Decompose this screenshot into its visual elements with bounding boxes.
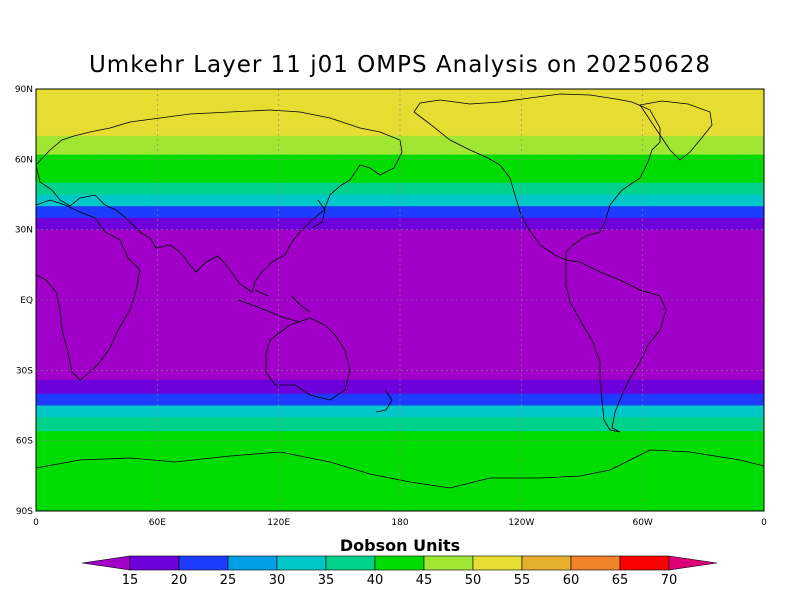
colorbar-label: 20 xyxy=(171,573,188,588)
contour-band xyxy=(36,405,764,418)
contour-band xyxy=(36,452,764,511)
colorbar-label: 50 xyxy=(465,573,482,588)
lon-tick-label: 60E xyxy=(149,518,166,528)
coastline-greenland xyxy=(639,100,713,161)
map-frame xyxy=(35,88,765,512)
lon-tick-label: 60W xyxy=(632,518,652,528)
contour-band xyxy=(36,171,764,184)
latitude-tick-labels: 90N 60N 30N EQ 30S 60S 90S xyxy=(15,85,33,517)
colorbar-label: 55 xyxy=(514,573,531,588)
coastline-north-america xyxy=(413,93,661,261)
lon-tick-label: 120W xyxy=(508,518,534,528)
lon-tick-label: 0 xyxy=(761,518,767,528)
colorbar-box xyxy=(472,555,523,571)
contour-band xyxy=(36,229,764,367)
colorbar-label: 45 xyxy=(416,573,433,588)
lon-tick-label: 180 xyxy=(391,518,408,528)
colorbar-boxes xyxy=(81,555,718,571)
lat-tick-label: 90S xyxy=(16,507,33,517)
colorbar-title: Dobson Units xyxy=(339,536,461,555)
lat-tick-label: 60N xyxy=(15,155,33,165)
colorbar-label: 65 xyxy=(612,573,629,588)
colorbar-label: 15 xyxy=(122,573,139,588)
lat-tick-label: EQ xyxy=(20,296,33,306)
coastline-new-zealand xyxy=(375,389,393,413)
coastline-australia xyxy=(265,317,351,401)
colorbar-labels: 15 20 25 30 35 40 45 50 55 60 65 70 xyxy=(122,573,678,588)
contour-band xyxy=(36,154,764,172)
colorbar-label: 35 xyxy=(318,573,335,588)
colorbar-box xyxy=(325,555,376,571)
colorbar-low-arrow xyxy=(81,555,131,571)
contour-band xyxy=(36,379,764,395)
coastlines xyxy=(36,93,764,489)
colorbar-box xyxy=(276,555,327,571)
colorbar-box xyxy=(521,555,572,571)
colorbar-label: 70 xyxy=(661,573,678,588)
colorbar-label: 25 xyxy=(220,573,237,588)
lon-tick-label: 120E xyxy=(267,518,290,528)
colorbar-label: 40 xyxy=(367,573,384,588)
contour-band xyxy=(36,431,764,453)
lat-tick-label: 30N xyxy=(15,226,33,236)
coastline-indonesia xyxy=(237,289,311,323)
coastline-antarctica xyxy=(36,449,764,489)
colorbar-high-arrow xyxy=(668,555,718,571)
lat-tick-label: 30S xyxy=(16,366,33,376)
colorbar-box xyxy=(129,555,180,571)
coastline-japan xyxy=(311,199,326,229)
colorbar-label: 60 xyxy=(563,573,580,588)
colorbar-label: 30 xyxy=(269,573,286,588)
coastline-africa xyxy=(36,199,141,381)
coastline-south-america xyxy=(565,259,667,433)
colorbar-box xyxy=(178,555,229,571)
colorbar: 15 20 25 30 35 40 45 50 55 60 65 70 xyxy=(81,555,718,588)
lat-tick-label: 60S xyxy=(16,437,33,447)
colorbar-box xyxy=(227,555,278,571)
longitude-tick-labels: 0 60E 120E 180 120W 60W 0 xyxy=(33,518,767,528)
map-title: Umkehr Layer 11 j01 OMPS Analysis on 202… xyxy=(88,52,712,78)
colorbar-box xyxy=(570,555,621,571)
colorbar-box xyxy=(619,555,670,571)
contour-band xyxy=(36,206,764,219)
lat-tick-label: 90N xyxy=(15,85,33,95)
colorbar-box xyxy=(423,555,474,571)
colorbar-box xyxy=(374,555,425,571)
contour-band xyxy=(36,365,764,381)
grid-lines xyxy=(36,89,764,511)
lon-tick-label: 0 xyxy=(33,518,39,528)
coastline-eurasia xyxy=(36,109,403,293)
contour-band xyxy=(36,182,764,195)
